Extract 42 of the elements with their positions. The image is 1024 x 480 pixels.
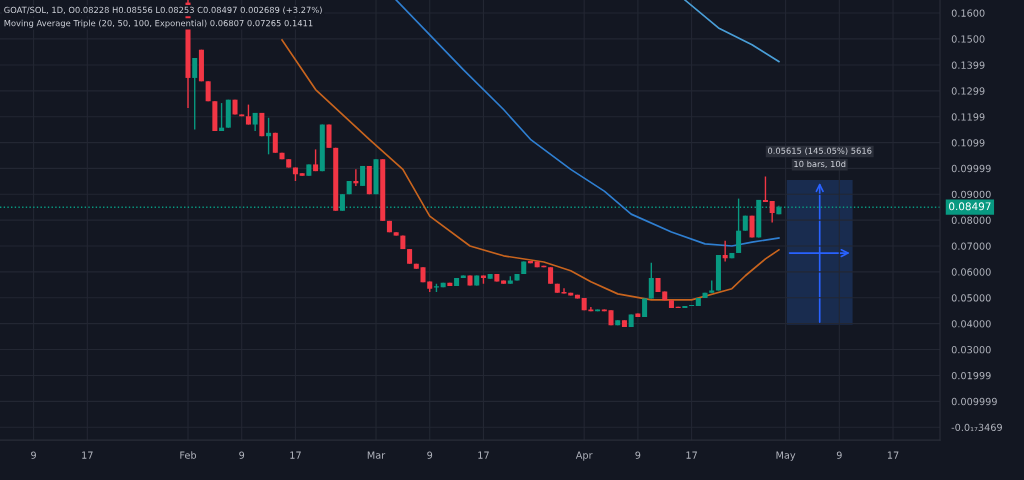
y-tick-label: 0.1399 (951, 61, 985, 69)
y-tick-label: 0.04000 (951, 320, 991, 328)
x-tick-label: 9 (239, 451, 245, 459)
x-tick-label: 9 (427, 451, 433, 459)
y-tick-label: 0.1500 (951, 35, 985, 43)
candlestick (762, 175, 768, 203)
y-tick-label: 0.1299 (951, 87, 985, 95)
y-tick-label: 0.03000 (951, 346, 991, 354)
x-tick-label: Apr (575, 451, 593, 461)
annotation: GOAT/SOL, 1D, O0.08228 H0.08556 L0.08253 C0.08497 0.002689 (+3.27%) (4, 6, 322, 15)
x-tick-label: 17 (887, 451, 899, 459)
annotation: Moving Average Triple (20, 50, 100, Exponential) 0.06807 0.07265 0.1411 (4, 19, 313, 28)
x-tick-label: 17 (290, 451, 301, 459)
y-tick-label: 0.08000 (951, 216, 991, 224)
y-tick-label: 0.07000 (951, 242, 991, 250)
x-tick-label: 9 (836, 451, 842, 459)
y-tick-label: 0.009999 (951, 397, 997, 406)
y-tick-label: 0.1099 (951, 139, 985, 147)
y-tick-label: 0.09999 (951, 164, 991, 173)
annotation: 0.05615 (145.05%) 5616 (767, 147, 872, 155)
x-tick-label: 9 (635, 451, 641, 459)
candlestick (722, 240, 728, 263)
x-tick-label: 9 (31, 451, 36, 459)
y-tick-label: 0.1199 (951, 113, 985, 121)
y-tick-label: 0.01999 (951, 371, 991, 380)
y-tick-label: 0.05000 (951, 294, 991, 302)
candlestick (192, 57, 198, 131)
x-tick-label: Mar (367, 451, 386, 459)
candlestick (245, 103, 251, 126)
y-tick-label: -0.0₁₇3469 (951, 423, 1002, 432)
y-tick-label: 0.06000 (951, 268, 991, 276)
candlestick (648, 262, 654, 300)
x-tick-label: May (776, 451, 796, 461)
x-tick-label: 17 (82, 451, 93, 459)
x-tick-label: 17 (478, 451, 489, 459)
y-tick-label: 0.09000 (951, 190, 991, 199)
line-series (684, 0, 780, 63)
annotation: 10 bars, 10d (794, 160, 846, 168)
x-tick-label: Feb (180, 451, 197, 459)
ref-line-label: 0.08497 (949, 202, 991, 211)
y-tick-label: 0.1600 (951, 9, 985, 17)
x-tick-label: 17 (686, 451, 697, 459)
